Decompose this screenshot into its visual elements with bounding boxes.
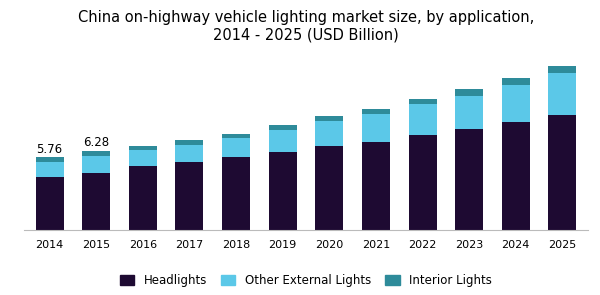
- Bar: [82, 151, 110, 155]
- Bar: [409, 104, 437, 135]
- Bar: [175, 162, 203, 230]
- Bar: [35, 177, 64, 230]
- Bar: [222, 138, 250, 158]
- Bar: [316, 116, 343, 121]
- Bar: [129, 150, 157, 165]
- Bar: [269, 130, 296, 152]
- Bar: [269, 125, 296, 130]
- Bar: [502, 122, 530, 230]
- Bar: [175, 145, 203, 162]
- Bar: [175, 140, 203, 145]
- Bar: [455, 96, 483, 129]
- Bar: [362, 109, 390, 114]
- Text: 5.76: 5.76: [37, 143, 62, 156]
- Title: China on-highway vehicle lighting market size, by application,
2014 - 2025 (USD : China on-highway vehicle lighting market…: [78, 10, 534, 42]
- Bar: [502, 78, 530, 85]
- Legend: Headlights, Other External Lights, Interior Lights: Headlights, Other External Lights, Inter…: [115, 269, 497, 291]
- Bar: [129, 146, 157, 150]
- Bar: [129, 165, 157, 230]
- Bar: [502, 85, 530, 122]
- Text: 6.28: 6.28: [83, 136, 109, 149]
- Bar: [82, 173, 110, 230]
- Bar: [548, 73, 577, 115]
- Bar: [409, 135, 437, 230]
- Bar: [455, 88, 483, 96]
- Bar: [35, 162, 64, 177]
- Bar: [222, 134, 250, 138]
- Bar: [82, 155, 110, 173]
- Bar: [35, 157, 64, 162]
- Bar: [269, 152, 296, 230]
- Bar: [362, 142, 390, 230]
- Bar: [362, 114, 390, 142]
- Bar: [316, 121, 343, 146]
- Bar: [222, 158, 250, 230]
- Bar: [548, 66, 577, 73]
- Bar: [409, 99, 437, 104]
- Bar: [316, 146, 343, 230]
- Bar: [548, 115, 577, 230]
- Bar: [455, 129, 483, 230]
